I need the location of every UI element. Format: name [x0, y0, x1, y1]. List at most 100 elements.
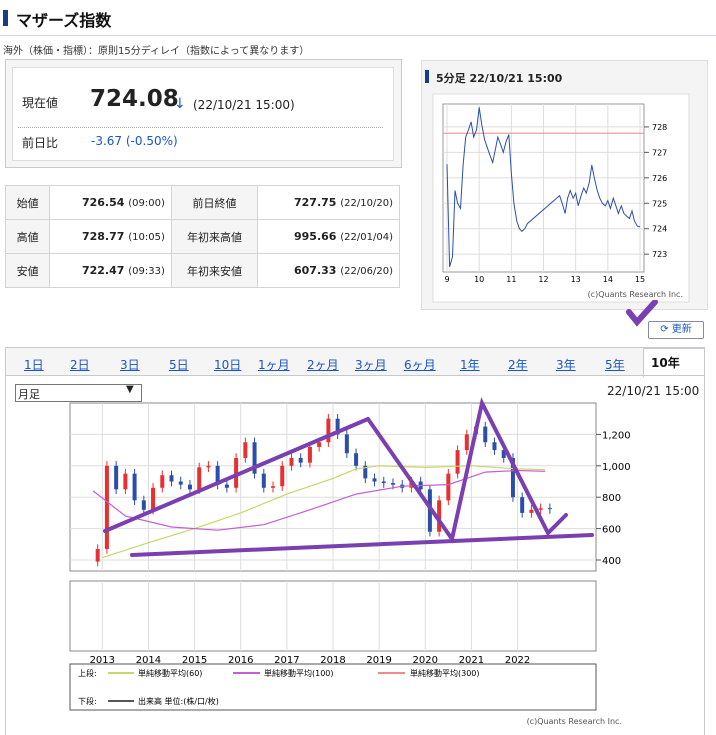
candle-body — [492, 442, 497, 451]
ma100-line — [92, 469, 546, 531]
main-y-tick: 1,000 — [602, 462, 631, 473]
title-divider — [0, 35, 716, 36]
intraday-copyright: (c)Quants Research Inc. — [588, 290, 683, 299]
index-title: マザーズ指数 — [16, 11, 112, 30]
stat-label: 前日終値 — [170, 185, 259, 220]
main-y-ticks: 400 600 800 1,000 1,200 — [596, 430, 631, 567]
tab-1d[interactable]: 1日 — [24, 358, 44, 372]
stat-value-cell: 607.33 (22/06/20) — [257, 253, 400, 288]
intraday-x-ticks: 9 10 11 12 13 14 15 — [444, 275, 645, 284]
candle-body — [289, 457, 294, 466]
refresh-button[interactable]: ⟳ 更新 — [648, 321, 704, 339]
candle-body — [372, 478, 377, 482]
candle-body — [206, 465, 211, 468]
candle-body — [409, 481, 414, 488]
tab-3m[interactable]: 3ヶ月 — [355, 358, 387, 372]
trend-annotations — [103, 397, 594, 557]
candle-body — [529, 509, 534, 513]
period-tab-bar — [5, 347, 705, 376]
stat-label: 始値 — [4, 185, 51, 220]
candle-body — [335, 418, 340, 435]
candle-body — [280, 465, 285, 487]
stat-value-cell: 727.75 (22/10/20) — [257, 185, 400, 220]
stat-date: (22/10/20) — [340, 198, 393, 209]
tab-2m[interactable]: 2ヶ月 — [307, 358, 339, 372]
refresh-icon: ⟳ — [660, 324, 669, 335]
stat-time: (10:05) — [128, 232, 165, 243]
main-x-tick: 2020 — [413, 655, 438, 666]
delay-notice: 海外（株価・指標）：原則15分ディレイ（指数によって異なります） — [3, 46, 310, 57]
stat-label: 年初来高値 — [170, 219, 259, 254]
intraday-y-tick: 728 — [652, 123, 667, 132]
legend-ma60: 単純移動平均(60) — [138, 668, 202, 678]
tab-2d[interactable]: 2日 — [70, 358, 90, 372]
candle-body — [547, 508, 552, 510]
main-chart: 400 600 800 1,000 1,200 2013 2014 2015 2016 2017… — [69, 397, 631, 726]
quote-inner — [12, 67, 394, 161]
tab-3y[interactable]: 3年 — [556, 358, 576, 372]
annotation-upper-trendline — [103, 417, 370, 533]
candle-body — [224, 484, 229, 488]
tab-1y[interactable]: 1年 — [460, 358, 480, 372]
candle-body — [178, 481, 183, 485]
active-tab-bg — [643, 348, 705, 377]
candle-body — [261, 473, 266, 488]
refresh-label: 更新 — [671, 324, 692, 335]
legend-ma100: 単純移動平均(100) — [264, 668, 334, 678]
stats-row-high: 高値 728.77 (10:05) 年初来高値 995.66 (22/01/04… — [4, 219, 400, 254]
candle-body — [307, 446, 312, 463]
ma60-line — [102, 465, 546, 559]
main-x-tick: 2013 — [90, 655, 115, 666]
stat-value-cell: 728.77 (10:05) — [49, 219, 172, 254]
main-x-tick: 2014 — [136, 655, 161, 666]
tab-5d[interactable]: 5日 — [169, 358, 189, 372]
candle-body — [169, 475, 174, 482]
candle-body — [390, 483, 395, 485]
main-x-tick: 2019 — [366, 655, 391, 666]
legend-top-label: 上段: — [78, 668, 97, 678]
intraday-x-tick: 15 — [635, 275, 645, 284]
stats-table: 始値 726.54 (09:00) 前日終値 727.75 (22/10/20)… — [4, 185, 400, 288]
stat-label: 高値 — [4, 219, 51, 254]
intraday-series-line — [446, 107, 641, 268]
candle-period-select[interactable] — [15, 384, 142, 402]
candle-body — [344, 434, 349, 454]
stat-value: 727.75 — [293, 196, 337, 209]
stat-value: 722.47 — [81, 264, 125, 277]
legend-ma300: 単純移動平均(300) — [410, 668, 480, 678]
tab-10d[interactable]: 10日 — [214, 358, 242, 372]
candle-body — [215, 465, 220, 485]
tab-5y[interactable]: 5年 — [605, 358, 625, 372]
down-arrow-icon: ↓ — [174, 96, 186, 112]
main-x-tick: 2017 — [274, 655, 299, 666]
intraday-x-tick: 9 — [444, 275, 449, 284]
intraday-y-tick: 726 — [652, 174, 667, 183]
tab-1m[interactable]: 1ヶ月 — [258, 358, 290, 372]
candle-body — [354, 453, 359, 466]
stat-label: 年初来安値 — [170, 253, 259, 288]
main-y-tick: 800 — [602, 493, 621, 504]
candle-body — [520, 497, 525, 513]
tab-10y[interactable]: 10年 — [651, 356, 680, 370]
candle-body — [510, 457, 515, 498]
main-x-tick: 2015 — [182, 655, 207, 666]
legend-bottom-label: 下段: — [78, 696, 97, 706]
intraday-x-tick: 13 — [571, 275, 581, 284]
stat-value-cell: 726.54 (09:00) — [49, 185, 172, 220]
title-accent-bar — [3, 10, 8, 26]
main-x-tick: 2018 — [320, 655, 345, 666]
stat-value: 607.33 — [293, 264, 337, 277]
main-y-tick: 600 — [602, 525, 621, 536]
intraday-chart: 9 10 11 12 13 14 15 723 724 725 726 727 728 (c)Quan… — [432, 93, 690, 303]
main-x-ticks: 2013 2014 2015 2016 2017 2018 2019 2020 2021 2022 — [90, 655, 531, 666]
change-label: 前日比 — [22, 136, 59, 150]
main-x-tick: 2016 — [228, 655, 253, 666]
tab-3d[interactable]: 3日 — [120, 358, 140, 372]
stat-time: (09:33) — [128, 266, 165, 277]
change-value: -3.67 (-0.50%) — [91, 134, 178, 148]
tab-6m[interactable]: 6ヶ月 — [404, 358, 436, 372]
tab-2y[interactable]: 2年 — [508, 358, 528, 372]
intraday-x-tick: 11 — [506, 275, 516, 284]
intraday-x-tick: 12 — [538, 275, 548, 284]
chevron-down-icon[interactable]: ▼ — [126, 384, 134, 395]
